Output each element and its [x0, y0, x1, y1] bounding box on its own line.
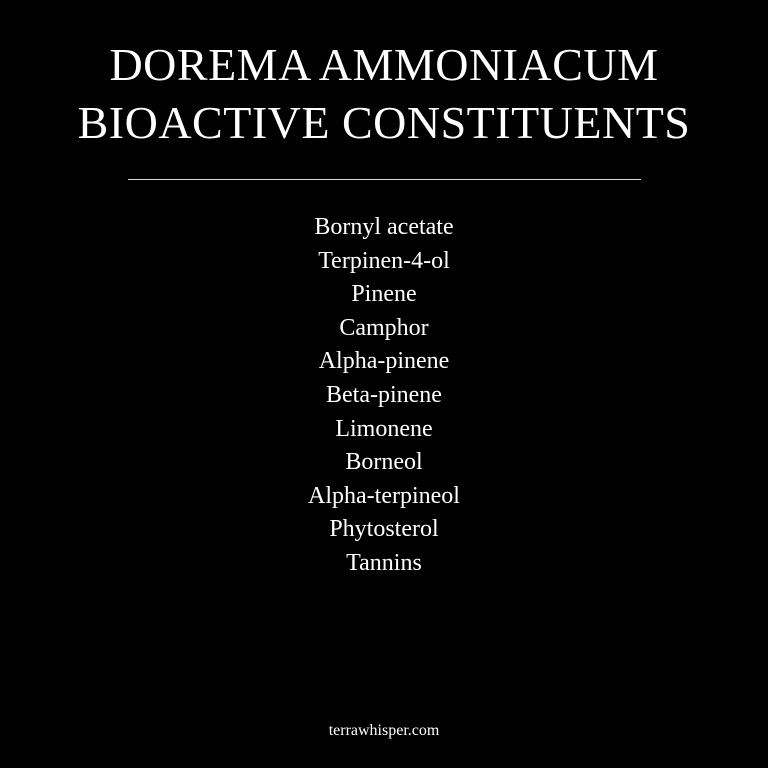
- list-item: Borneol: [345, 449, 423, 476]
- list-item: Tannins: [346, 549, 422, 576]
- list-item: Camphor: [339, 314, 429, 341]
- list-item: Pinene: [351, 281, 417, 308]
- constituents-list: Bornyl acetate Terpinen-4-ol Pinene Camp…: [0, 211, 768, 581]
- list-item: Terpinen-4-ol: [318, 247, 450, 274]
- list-item: Limonene: [335, 415, 433, 442]
- list-item: Bornyl acetate: [314, 214, 454, 240]
- title-line-2: BIOACTIVE CONSTITUENTS: [77, 97, 691, 148]
- list-item: Beta-pinene: [326, 381, 442, 408]
- footer-site: terrawhisper.com: [328, 722, 440, 739]
- title-divider: [128, 179, 641, 180]
- page-title: DOREMA AMMONIACUM BIOACTIVE CONSTITUENTS: [0, 36, 768, 152]
- list-item: Alpha-pinene: [318, 348, 450, 375]
- title-line-1: DOREMA AMMONIACUM: [109, 39, 659, 90]
- list-item: Phytosterol: [329, 516, 439, 543]
- list-item: Alpha-terpineol: [308, 482, 460, 509]
